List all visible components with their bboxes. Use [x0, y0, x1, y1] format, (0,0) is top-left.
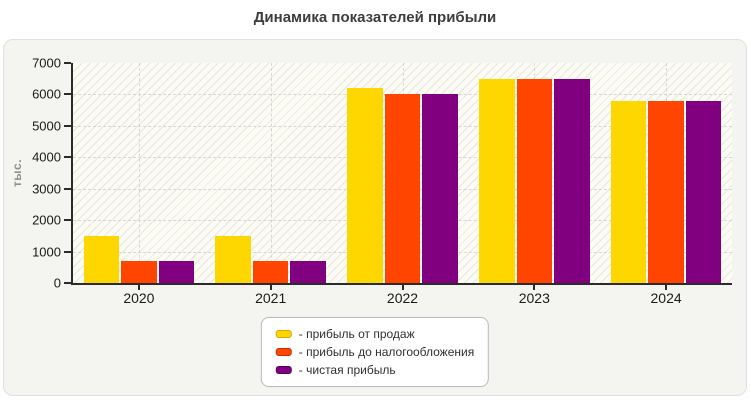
- bar-2021-series-2: [290, 261, 326, 283]
- x-axis-line: [71, 283, 732, 285]
- legend-label: - прибыль до налогообложения: [298, 345, 475, 359]
- x-tick-mark: [269, 285, 272, 290]
- legend: - прибыль от продаж - прибыль до налогооб…: [260, 317, 490, 387]
- plot-area: 2020 2021 2022 2023 2024 0 1000 2000 3000 4000 500…: [32, 56, 732, 306]
- x-axis-label: 2021: [255, 290, 287, 306]
- bar-2023-series-1: [516, 78, 553, 283]
- x-tick-mark: [401, 285, 404, 290]
- legend-item: - прибыль от продаж: [275, 326, 474, 342]
- y-tick-mark: [64, 93, 71, 96]
- y-tick-mark: [64, 124, 71, 127]
- chart-panel: тыс. 2020 2021 2022 2023 2024 0 1000 2000 3000 40…: [3, 39, 747, 396]
- y-tick-label: 1000: [32, 244, 61, 260]
- y-tick-mark: [64, 282, 71, 284]
- legend-label: - чистая прибыль: [298, 363, 396, 377]
- bar-2020-series-1: [121, 261, 157, 283]
- y-tick-label: 5000: [32, 118, 61, 134]
- y-tick-mark: [64, 250, 71, 253]
- bar-2024-series-1: [648, 100, 684, 283]
- y-axis-title: тыс.: [6, 63, 28, 283]
- x-axis-label: 2020: [123, 290, 155, 306]
- y-tick-label: 4000: [32, 149, 61, 165]
- y-tick-mark: [64, 187, 71, 190]
- bar-2022-series-0: [347, 88, 383, 283]
- bar-2021-series-0: [215, 235, 251, 283]
- gridline-vertical: [270, 63, 272, 283]
- bar-2020-series-0: [83, 235, 120, 283]
- y-tick-mark: [64, 156, 71, 159]
- y-tick-label: 3000: [32, 181, 61, 197]
- x-axis-label: 2024: [650, 290, 682, 306]
- bar-2024-series-2: [685, 100, 722, 283]
- x-tick-mark: [665, 285, 668, 290]
- x-tick-mark: [533, 285, 536, 290]
- gridline-vertical: [138, 63, 140, 283]
- x-axis-label: 2022: [386, 290, 419, 306]
- y-axis-title-text: тыс.: [10, 158, 25, 188]
- chart-title: Динамика показателей прибыли: [253, 9, 497, 26]
- y-tick-label: 2000: [32, 212, 61, 228]
- legend-swatch-icon: [275, 348, 292, 356]
- bar-2023-series-0: [479, 78, 515, 283]
- legend-label: - прибыль от продаж: [298, 327, 415, 341]
- y-tick-label: 6000: [32, 86, 61, 102]
- x-tick-mark: [137, 285, 140, 290]
- bar-2023-series-2: [554, 78, 590, 283]
- legend-item: - прибыль до налогообложения: [275, 344, 475, 360]
- x-axis-label: 2023: [518, 290, 550, 306]
- y-tick-mark: [64, 219, 71, 222]
- legend-items: - прибыль от продаж - прибыль до налогооб…: [275, 326, 475, 378]
- legend-swatch-icon: [275, 366, 292, 374]
- legend-swatch-icon: [275, 330, 292, 338]
- y-axis-line: [71, 63, 73, 285]
- bar-2021-series-1: [252, 261, 289, 283]
- bar-2022-series-2: [422, 94, 458, 283]
- bar-2024-series-0: [610, 100, 647, 283]
- y-tick-label: 0: [53, 275, 61, 291]
- legend-item: - чистая прибыль: [275, 362, 474, 378]
- y-tick-mark: [64, 62, 71, 64]
- bar-2020-series-2: [158, 261, 195, 283]
- bar-2022-series-1: [384, 94, 421, 283]
- y-tick-label: 7000: [32, 55, 61, 71]
